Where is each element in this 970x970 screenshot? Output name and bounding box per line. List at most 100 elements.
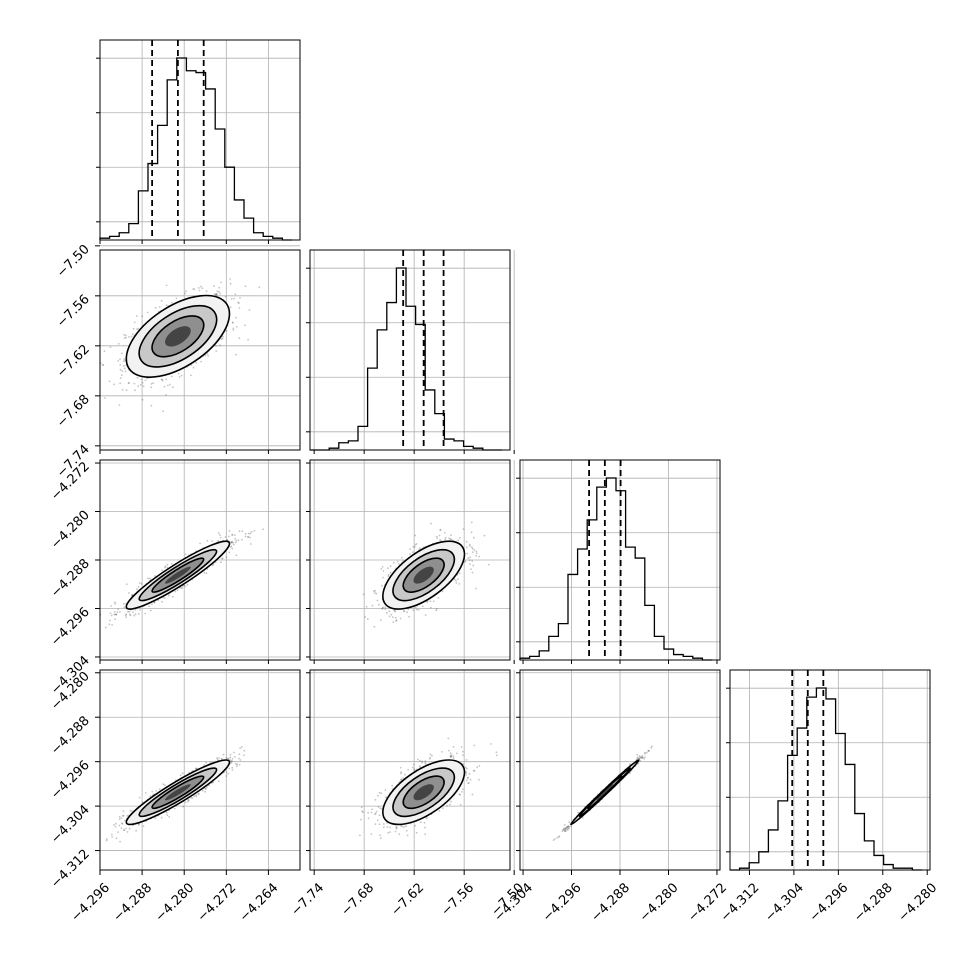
sample-point bbox=[137, 824, 140, 826]
sample-point bbox=[378, 603, 380, 606]
sample-point bbox=[230, 541, 233, 543]
sample-point bbox=[123, 358, 126, 360]
sample-point bbox=[130, 335, 133, 338]
sample-point bbox=[441, 807, 444, 810]
sample-point bbox=[220, 758, 223, 760]
sample-point bbox=[439, 529, 442, 532]
sample-point bbox=[403, 610, 405, 612]
sample-point bbox=[195, 767, 198, 770]
sample-point bbox=[388, 610, 391, 613]
sample-point bbox=[235, 762, 237, 765]
sample-point bbox=[117, 360, 120, 362]
sample-point bbox=[238, 337, 241, 340]
sample-point bbox=[361, 810, 364, 813]
sample-point bbox=[400, 824, 402, 827]
sample-point bbox=[141, 381, 144, 384]
sample-point bbox=[125, 389, 128, 392]
sample-point bbox=[471, 551, 474, 554]
sample-point bbox=[229, 758, 231, 761]
sample-point bbox=[364, 616, 367, 618]
sample-point bbox=[459, 803, 462, 806]
sample-point bbox=[378, 823, 381, 826]
sample-point bbox=[417, 608, 420, 611]
sample-point bbox=[416, 758, 419, 761]
hist-panel-3 bbox=[726, 669, 931, 871]
sample-point bbox=[487, 563, 490, 566]
sample-point bbox=[447, 737, 450, 740]
sample-point bbox=[375, 592, 378, 595]
sample-point bbox=[215, 293, 218, 296]
hist-panel-1 bbox=[306, 249, 515, 451]
sample-point bbox=[218, 757, 221, 759]
sample-point bbox=[150, 386, 153, 389]
sample-point bbox=[244, 535, 247, 538]
sample-point bbox=[118, 404, 121, 406]
sample-point bbox=[191, 797, 194, 799]
sample-point bbox=[217, 539, 220, 542]
sample-point bbox=[468, 543, 471, 546]
sample-point bbox=[144, 379, 147, 382]
sample-point bbox=[238, 753, 241, 756]
sample-point bbox=[394, 616, 397, 619]
sample-point bbox=[132, 327, 135, 330]
sample-point bbox=[128, 613, 131, 616]
sample-point bbox=[115, 613, 118, 616]
sample-point bbox=[233, 297, 235, 300]
sample-point bbox=[435, 535, 438, 538]
sample-point bbox=[390, 613, 393, 616]
sample-point bbox=[450, 538, 453, 541]
histogram-step bbox=[730, 687, 922, 871]
sample-point bbox=[193, 795, 196, 797]
sample-point bbox=[204, 790, 207, 793]
sample-point bbox=[154, 817, 157, 819]
sample-point bbox=[123, 364, 125, 367]
sample-point bbox=[392, 561, 395, 564]
sample-point bbox=[113, 613, 116, 616]
sample-point bbox=[213, 285, 216, 287]
sample-point bbox=[184, 801, 187, 804]
sample-point bbox=[475, 550, 478, 553]
sample-point bbox=[398, 563, 400, 565]
sample-point bbox=[171, 595, 174, 598]
sample-point bbox=[184, 292, 186, 295]
sample-point bbox=[437, 597, 440, 599]
sample-point bbox=[217, 780, 220, 783]
sample-point bbox=[469, 545, 471, 547]
sample-point bbox=[109, 612, 112, 614]
sample-point bbox=[421, 760, 424, 763]
sample-point bbox=[439, 528, 442, 531]
sample-point bbox=[142, 385, 145, 388]
sample-point bbox=[91, 636, 93, 638]
panel-frame bbox=[729, 669, 931, 871]
sample-point bbox=[152, 382, 155, 385]
panel-frame bbox=[309, 249, 511, 451]
sample-point bbox=[411, 551, 414, 553]
sample-point bbox=[389, 571, 392, 574]
sample-point bbox=[176, 589, 179, 592]
sample-point bbox=[441, 590, 444, 593]
sample-point bbox=[167, 384, 169, 387]
sample-point bbox=[401, 557, 403, 559]
sample-point bbox=[249, 536, 251, 539]
sample-point bbox=[201, 789, 204, 792]
sample-point bbox=[377, 805, 380, 808]
sample-point bbox=[125, 827, 127, 830]
sample-point bbox=[247, 536, 250, 538]
sample-point bbox=[236, 765, 238, 768]
sample-point bbox=[393, 609, 396, 612]
sample-point bbox=[163, 385, 166, 388]
sample-point bbox=[204, 788, 207, 790]
sample-point bbox=[432, 600, 435, 603]
sample-point bbox=[234, 293, 237, 296]
sample-point bbox=[167, 594, 170, 597]
sample-point bbox=[475, 587, 477, 590]
sample-point bbox=[149, 795, 152, 798]
sample-point bbox=[165, 304, 168, 307]
sample-point bbox=[395, 620, 397, 622]
sample-point bbox=[386, 611, 388, 614]
sample-point bbox=[403, 826, 405, 828]
sample-point bbox=[395, 826, 398, 829]
sample-point bbox=[430, 522, 432, 525]
sample-point bbox=[238, 307, 241, 309]
sample-point bbox=[123, 606, 126, 609]
